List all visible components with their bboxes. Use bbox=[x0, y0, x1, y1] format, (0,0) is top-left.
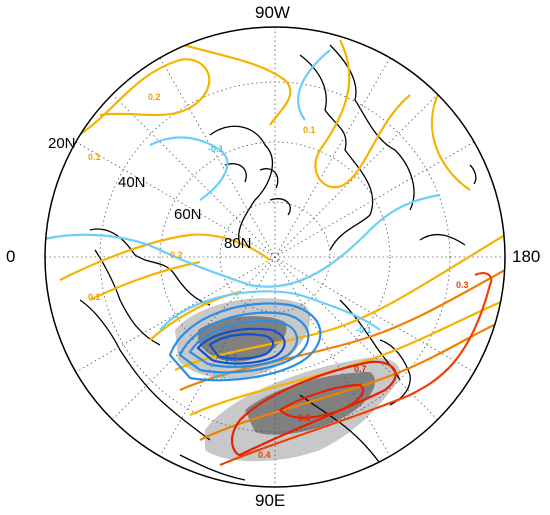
contour-label: -0.1 bbox=[356, 325, 372, 335]
longitude-label-top: 90W bbox=[255, 3, 290, 22]
contour-label: 0.4 bbox=[258, 450, 271, 460]
contour-label: -0.1 bbox=[208, 144, 224, 154]
contour-label: -0.3 bbox=[210, 372, 226, 382]
map-boundary bbox=[44, 26, 506, 488]
longitude-label-bottom: 90E bbox=[255, 491, 286, 510]
shading-low-core bbox=[198, 316, 287, 362]
contour-label: 0.3 bbox=[456, 280, 469, 290]
contour-label: 0.2 bbox=[170, 250, 183, 260]
latitude-label-40n: 40N bbox=[118, 174, 146, 191]
contour-label: 0.5 bbox=[298, 413, 311, 423]
coastlines bbox=[79, 44, 477, 486]
contour-label-group: 0.2 0.1 -0.1 0.1 0.2 0.1 -0.6 -0.3 -0.1 … bbox=[88, 92, 469, 460]
contour-label: 0.7 bbox=[354, 364, 367, 374]
contour-label: 0.2 bbox=[148, 92, 161, 102]
graticule bbox=[45, 27, 505, 487]
contour-label: -0.6 bbox=[222, 353, 238, 363]
longitude-label-right: 180 bbox=[512, 247, 541, 266]
longitude-label-left: 0 bbox=[6, 247, 16, 266]
contour-label: 0.1 bbox=[88, 292, 101, 302]
latitude-label-80n: 80N bbox=[224, 235, 252, 252]
latitude-label-60n: 60N bbox=[174, 206, 202, 223]
contour-label: 0.1 bbox=[303, 125, 316, 135]
contour-label: 0.1 bbox=[88, 152, 101, 162]
latitude-label-20n: 20N bbox=[48, 135, 76, 152]
negative-contours bbox=[45, 49, 441, 382]
